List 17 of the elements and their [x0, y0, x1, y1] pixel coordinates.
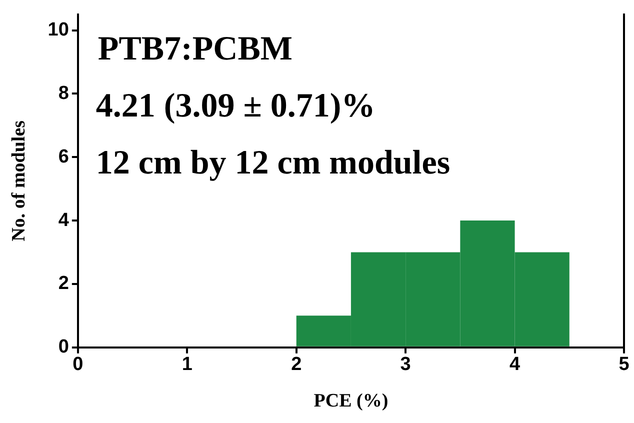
x-tick-label: 1	[182, 354, 193, 376]
y-tick-label: 2	[58, 273, 69, 294]
y-axis-title: No. of modules	[8, 120, 30, 242]
y-tick-label: 0	[58, 336, 69, 358]
y-tick-label: 8	[58, 82, 69, 104]
y-tick-label: 6	[58, 146, 69, 168]
x-tick-label: 5	[618, 354, 630, 376]
annotation: 4.21 (3.09 ± 0.71)%	[96, 87, 376, 124]
x-tick-label: 4	[510, 354, 520, 376]
y-tick-label: 10	[48, 19, 69, 40]
x-tick-label: 0	[72, 354, 84, 376]
annotation: 12 cm by 12 cm modules	[96, 144, 450, 182]
x-tick-label: 2	[291, 354, 302, 376]
x-axis-title: PCE (%)	[314, 390, 388, 412]
annotation: PTB7:PCBM	[98, 30, 292, 68]
y-tick-label: 4	[58, 210, 70, 231]
x-tick-label: 3	[400, 354, 411, 376]
